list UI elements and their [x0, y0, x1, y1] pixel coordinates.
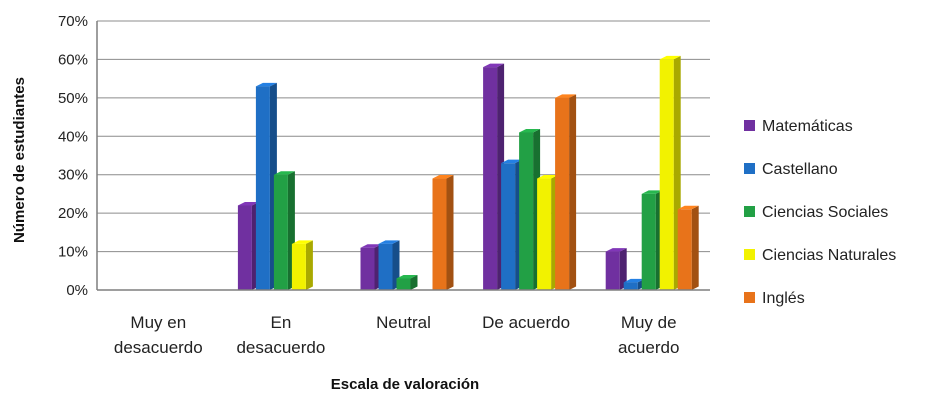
legend-swatch: [744, 292, 755, 303]
bar: [273, 171, 295, 290]
y-tick-label: 40%: [58, 128, 88, 145]
legend-label: Matemáticas: [762, 118, 853, 135]
legend-label: Inglés: [762, 290, 805, 307]
y-tick-label: 20%: [58, 205, 88, 222]
bar: [555, 94, 577, 290]
y-tick-label: 30%: [58, 167, 88, 184]
bar: [378, 240, 400, 290]
legend-swatch: [744, 120, 755, 131]
y-tick-labels: 0% 10% 20% 30% 40% 50% 60% 70%: [58, 13, 88, 299]
y-tick-label: 50%: [58, 90, 88, 107]
x-category-label: desacuerdo: [114, 338, 203, 357]
legend-swatch: [744, 206, 755, 217]
legend-label: Castellano: [762, 161, 838, 178]
bar: [501, 159, 523, 290]
bar: [677, 205, 699, 290]
bar: [483, 63, 505, 290]
legend-swatch: [744, 163, 755, 174]
bar: [537, 175, 559, 290]
x-category-labels: Muy en desacuerdo En desacuerdo Neutral De ac…: [114, 313, 680, 357]
legend-item: Inglés: [744, 290, 805, 307]
legend: Matemáticas Castellano Ciencias Sociales Ci…: [744, 118, 896, 307]
bars: [237, 55, 699, 290]
bar: [623, 278, 645, 290]
bar: [255, 82, 277, 290]
bar: [237, 201, 259, 290]
bar: [659, 55, 681, 290]
legend-swatch: [744, 249, 755, 260]
y-axis-title: Número de estudiantes: [11, 77, 28, 243]
y-tick-label: 60%: [58, 51, 88, 68]
x-category-label: En: [271, 313, 292, 332]
y-tick-label: 10%: [58, 244, 88, 261]
legend-item: Castellano: [744, 161, 838, 178]
x-category-label: acuerdo: [618, 338, 679, 357]
x-category-label: De acuerdo: [482, 313, 570, 332]
gridlines: [97, 20, 710, 291]
bar: [291, 240, 313, 290]
bar: [360, 244, 382, 290]
x-axis-title: Escala de valoración: [331, 376, 479, 393]
legend-label: Ciencias Sociales: [762, 204, 888, 221]
axes: [96, 21, 710, 291]
legend-item: Ciencias Sociales: [744, 204, 888, 221]
bar: [605, 248, 627, 290]
legend-label: Ciencias Naturales: [762, 247, 896, 264]
bar: [432, 175, 454, 290]
y-tick-label: 70%: [58, 13, 88, 30]
legend-item: Ciencias Naturales: [744, 247, 896, 264]
x-category-label: Neutral: [376, 313, 431, 332]
x-category-label: Muy en: [130, 313, 186, 332]
legend-item: Matemáticas: [744, 118, 853, 135]
x-category-label: Muy de: [621, 313, 677, 332]
x-category-label: desacuerdo: [236, 338, 325, 357]
y-tick-label: 0%: [66, 282, 88, 299]
bar: [519, 128, 541, 290]
bar: [641, 190, 663, 290]
bar: [396, 274, 418, 290]
